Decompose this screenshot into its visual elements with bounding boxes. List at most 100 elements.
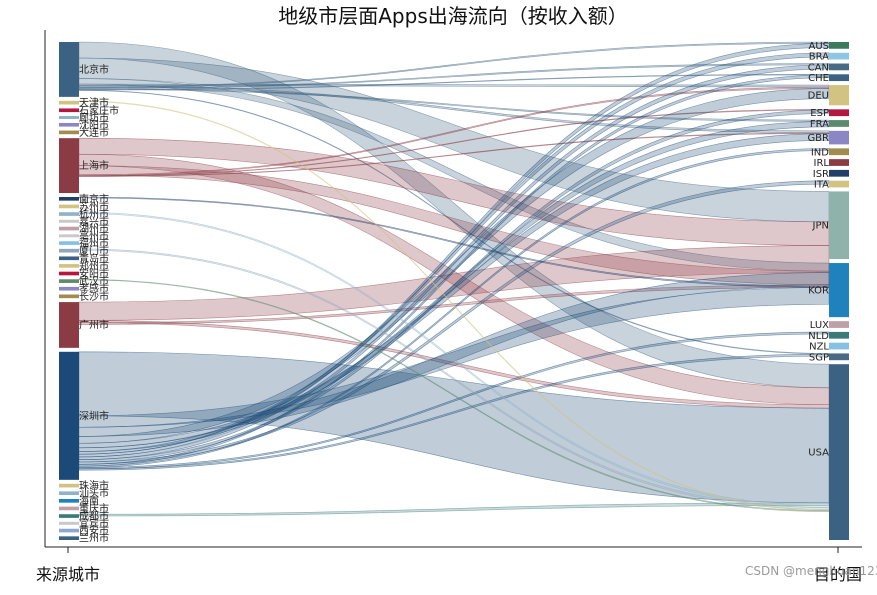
source-node xyxy=(59,248,79,253)
source-node-label: 福州市 xyxy=(79,237,109,250)
source-node-label: 厦门市 xyxy=(79,244,109,257)
target-node xyxy=(829,321,849,328)
target-node xyxy=(829,148,849,156)
target-node xyxy=(829,120,849,127)
target-node-label: IRL xyxy=(814,158,830,169)
source-node-label: 嘉兴市 xyxy=(79,215,109,228)
target-node-label: ITA xyxy=(814,180,829,191)
source-node-label: 宜宾市 xyxy=(79,517,109,530)
target-node-label: KOR xyxy=(808,286,829,297)
source-node xyxy=(59,294,79,299)
source-node-label: 长沙市 xyxy=(79,290,109,303)
source-node xyxy=(59,226,79,231)
target-node xyxy=(829,130,849,145)
target-node xyxy=(829,109,849,117)
source-node xyxy=(59,483,79,488)
flow-links xyxy=(78,41,830,517)
target-node xyxy=(829,85,849,106)
source-node-label: 湖州市 xyxy=(79,222,109,235)
source-node-label: 北京市 xyxy=(79,63,109,76)
source-node xyxy=(59,286,79,291)
source-node-label: 深圳市 xyxy=(79,409,109,422)
source-node-label: 天津市 xyxy=(79,96,109,109)
target-node xyxy=(829,342,849,350)
target-node-label: NLD xyxy=(808,331,829,342)
source-node-label: 亳州市 xyxy=(79,229,109,242)
target-node-label: GBR xyxy=(807,133,829,144)
target-node-label: USA xyxy=(808,448,829,459)
source-node-label: 郑州市 xyxy=(79,259,109,272)
target-node-label: ISR xyxy=(813,169,829,180)
source-node xyxy=(59,491,79,496)
source-node-label: 南京市 xyxy=(79,192,109,205)
source-node xyxy=(59,506,79,511)
target-node xyxy=(829,159,849,166)
source-node xyxy=(59,351,79,480)
source-node-label: 杭州市 xyxy=(79,208,109,221)
source-node-label: 武汉市 xyxy=(79,275,109,288)
source-node-label: 西安市 xyxy=(79,524,109,537)
source-node xyxy=(59,514,79,518)
source-node xyxy=(59,528,79,533)
target-node-label: AUS xyxy=(808,41,829,52)
target-node-label: JPN xyxy=(812,221,829,232)
source-node xyxy=(59,536,79,540)
source-node xyxy=(59,196,79,201)
source-node-label: 成都市 xyxy=(79,510,109,523)
target-node xyxy=(829,169,849,177)
target-node-label: DEU xyxy=(808,91,829,102)
source-node xyxy=(59,219,79,223)
source-node-label: 孝感市 xyxy=(79,282,109,295)
source-node xyxy=(59,138,79,194)
flow-link xyxy=(78,502,830,517)
source-node xyxy=(59,256,79,261)
target-node-label: BRA xyxy=(809,52,829,63)
watermark-text: CSDN @menghuan1234 xyxy=(745,564,877,578)
source-node-label: 兰州市 xyxy=(79,532,109,545)
source-node xyxy=(59,116,79,120)
source-node xyxy=(59,100,79,105)
source-node xyxy=(59,204,79,209)
x-axis-label-target: 目的国 xyxy=(814,565,862,584)
x-axis-label-source: 来源城市 xyxy=(36,565,100,584)
source-node xyxy=(59,302,79,348)
source-node-label: 沈阳市 xyxy=(79,118,109,131)
target-node-label: ESP xyxy=(810,108,829,119)
source-node-label: 青岛市 xyxy=(79,252,109,265)
target-node xyxy=(829,353,849,361)
target-node xyxy=(829,63,849,71)
source-node-label: 珠海市 xyxy=(79,479,109,492)
source-node-label: 重庆市 xyxy=(79,502,109,515)
source-node xyxy=(59,130,79,135)
source-node-label: 廊坊市 xyxy=(79,111,109,124)
source-node xyxy=(59,279,79,283)
target-node-label: SGP xyxy=(809,352,829,363)
target-node xyxy=(829,42,849,49)
source-node xyxy=(59,234,79,238)
source-node-label: 苏州市 xyxy=(79,200,109,213)
source-node xyxy=(59,241,79,245)
source-node-label: 汕头市 xyxy=(79,487,109,500)
source-node xyxy=(59,271,79,276)
target-node-label: CAN xyxy=(808,62,829,73)
source-node-label: 石家庄市 xyxy=(79,104,119,117)
target-node xyxy=(829,364,849,540)
target-node xyxy=(829,52,849,60)
source-node xyxy=(59,499,79,503)
source-node xyxy=(59,108,79,113)
target-node-label: LUX xyxy=(810,320,829,331)
source-node-label: 大连市 xyxy=(79,126,109,139)
target-node xyxy=(829,180,849,188)
source-node xyxy=(59,212,79,216)
target-node-label: NZL xyxy=(809,342,829,353)
flow-nodes: 北京市天津市石家庄市廊坊市沈阳市大连市上海市南京市苏州市杭州市嘉兴市湖州市亳州市… xyxy=(59,41,849,545)
target-node xyxy=(829,331,849,339)
source-node-label: 广州市 xyxy=(79,318,109,331)
source-node xyxy=(59,122,79,127)
source-node-label: 安阳市 xyxy=(79,267,109,280)
source-node xyxy=(59,42,79,97)
source-node xyxy=(59,521,79,525)
target-node xyxy=(829,191,849,260)
source-node xyxy=(59,264,79,268)
